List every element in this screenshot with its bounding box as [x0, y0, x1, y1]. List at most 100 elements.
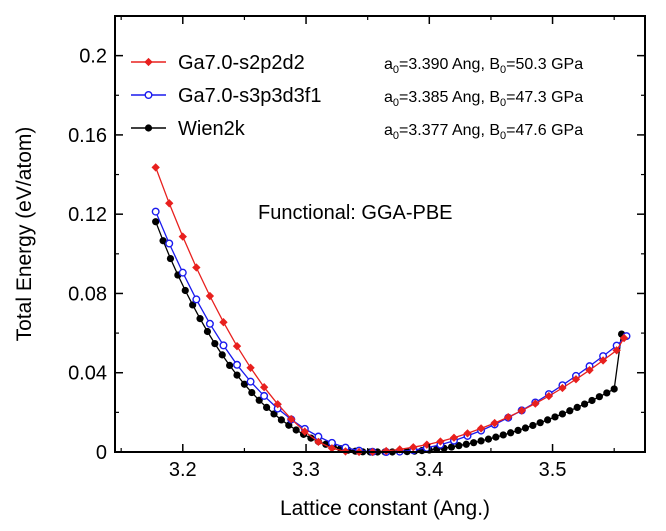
fit-parameters: a0=3.390 Ang, B0=50.3 GPa — [384, 56, 583, 76]
data-point — [285, 421, 293, 429]
data-point — [260, 391, 269, 400]
data-point — [558, 410, 567, 418]
data-point — [232, 342, 242, 351]
y-tick-label: 0.12 — [68, 204, 107, 226]
x-axis-title: Lattice constant (Ang.) — [280, 497, 490, 520]
x-tick-label: 3.3 — [292, 459, 320, 481]
x-tick-label: 3.4 — [415, 459, 443, 481]
y-tick-label: 0.2 — [79, 46, 107, 68]
legend-marker — [144, 57, 153, 67]
data-point — [603, 389, 611, 397]
data-point — [246, 377, 255, 386]
legend-label: Wien2k — [178, 118, 246, 140]
data-point — [151, 163, 160, 172]
axes-layer: 3.2 3.3 3.4 3.5 0 0.04 0.08 0.12 0.16 0.2 — [68, 16, 645, 481]
data-point — [484, 435, 493, 443]
data-point — [240, 380, 249, 388]
data-point — [551, 413, 559, 421]
legend-marker — [144, 90, 153, 99]
data-point — [226, 361, 234, 369]
data-point — [233, 360, 242, 369]
data-point — [455, 442, 463, 450]
data-point — [499, 431, 507, 439]
data-point — [476, 424, 486, 433]
data-point — [492, 433, 500, 441]
data-point — [165, 239, 174, 248]
legend-label: Ga7.0-s3p3d3f1 — [178, 85, 321, 107]
data-point — [307, 434, 315, 442]
data-point — [181, 286, 189, 295]
series-Wien2k — [152, 218, 626, 456]
data-point — [598, 356, 608, 365]
data-point — [449, 433, 459, 442]
data-point — [558, 383, 567, 393]
data-point — [544, 391, 554, 401]
legend: Ga7.0-s2p2d2 a0=3.390 Ang, B0=50.3 GPaGa7… — [131, 52, 583, 142]
legend-entry: Ga7.0-s3p3d3f1 a0=3.385 Ang, B0=47.3 GPa — [131, 85, 583, 109]
data-point — [544, 416, 552, 424]
data-point — [585, 365, 594, 375]
y-tick-label: 0 — [96, 442, 107, 464]
data-point — [300, 427, 309, 436]
data-point — [612, 346, 621, 355]
legend-entry: Ga7.0-s2p2d2 a0=3.390 Ang, B0=50.3 GPa — [131, 52, 583, 76]
data-point — [517, 406, 526, 415]
data-point — [166, 254, 175, 263]
data-point — [619, 333, 629, 343]
data-point — [436, 437, 445, 446]
data-point — [529, 421, 537, 430]
x-tick-label: 3.5 — [539, 459, 567, 481]
fit-parameters: a0=3.377 Ang, B0=47.6 GPa — [384, 122, 583, 142]
data-point — [152, 218, 160, 226]
data-point — [507, 429, 515, 437]
data-point — [255, 396, 263, 404]
data-point — [566, 407, 574, 415]
data-point — [219, 341, 228, 350]
data-point — [218, 351, 226, 359]
data-point — [233, 371, 241, 379]
data-point — [273, 400, 282, 409]
data-point — [189, 301, 197, 309]
data-point — [314, 437, 323, 447]
data-point — [178, 232, 187, 241]
data-point — [581, 400, 589, 408]
data-point — [248, 388, 256, 397]
data-point — [463, 429, 472, 438]
data-point — [409, 443, 418, 452]
data-point — [270, 410, 278, 418]
data-point — [447, 443, 456, 451]
y-tick-label: 0.08 — [68, 283, 107, 305]
data-point — [287, 414, 296, 424]
data-point — [504, 412, 513, 422]
data-point — [595, 393, 603, 401]
data-point — [205, 319, 214, 328]
data-point — [211, 339, 219, 348]
data-point — [521, 424, 530, 432]
data-point — [477, 437, 485, 445]
data-point — [536, 419, 544, 427]
data-point — [263, 403, 271, 412]
data-point — [205, 291, 215, 301]
data-point — [514, 426, 522, 434]
data-point — [422, 440, 432, 449]
data-point — [292, 426, 300, 434]
plot-frame — [114, 15, 646, 453]
data-point — [490, 418, 499, 428]
data-point — [151, 207, 160, 216]
data-point — [259, 383, 269, 392]
data-point — [470, 439, 478, 447]
data-point — [277, 416, 285, 424]
series-Ga7.0-s2p2d2 — [151, 163, 629, 457]
legend-label: Ga7.0-s2p2d2 — [178, 52, 305, 74]
data-point — [159, 237, 167, 245]
y-tick-label: 0.04 — [68, 363, 107, 385]
data-point — [246, 363, 255, 372]
y-axis-title: Total Energy (eV/atom) — [13, 127, 36, 342]
data-point — [192, 263, 201, 272]
fit-parameters: a0=3.385 Ang, B0=47.3 GPa — [384, 89, 583, 109]
series-layer — [151, 163, 631, 457]
legend-marker — [144, 124, 153, 132]
data-point — [531, 399, 540, 408]
data-point — [219, 318, 228, 327]
